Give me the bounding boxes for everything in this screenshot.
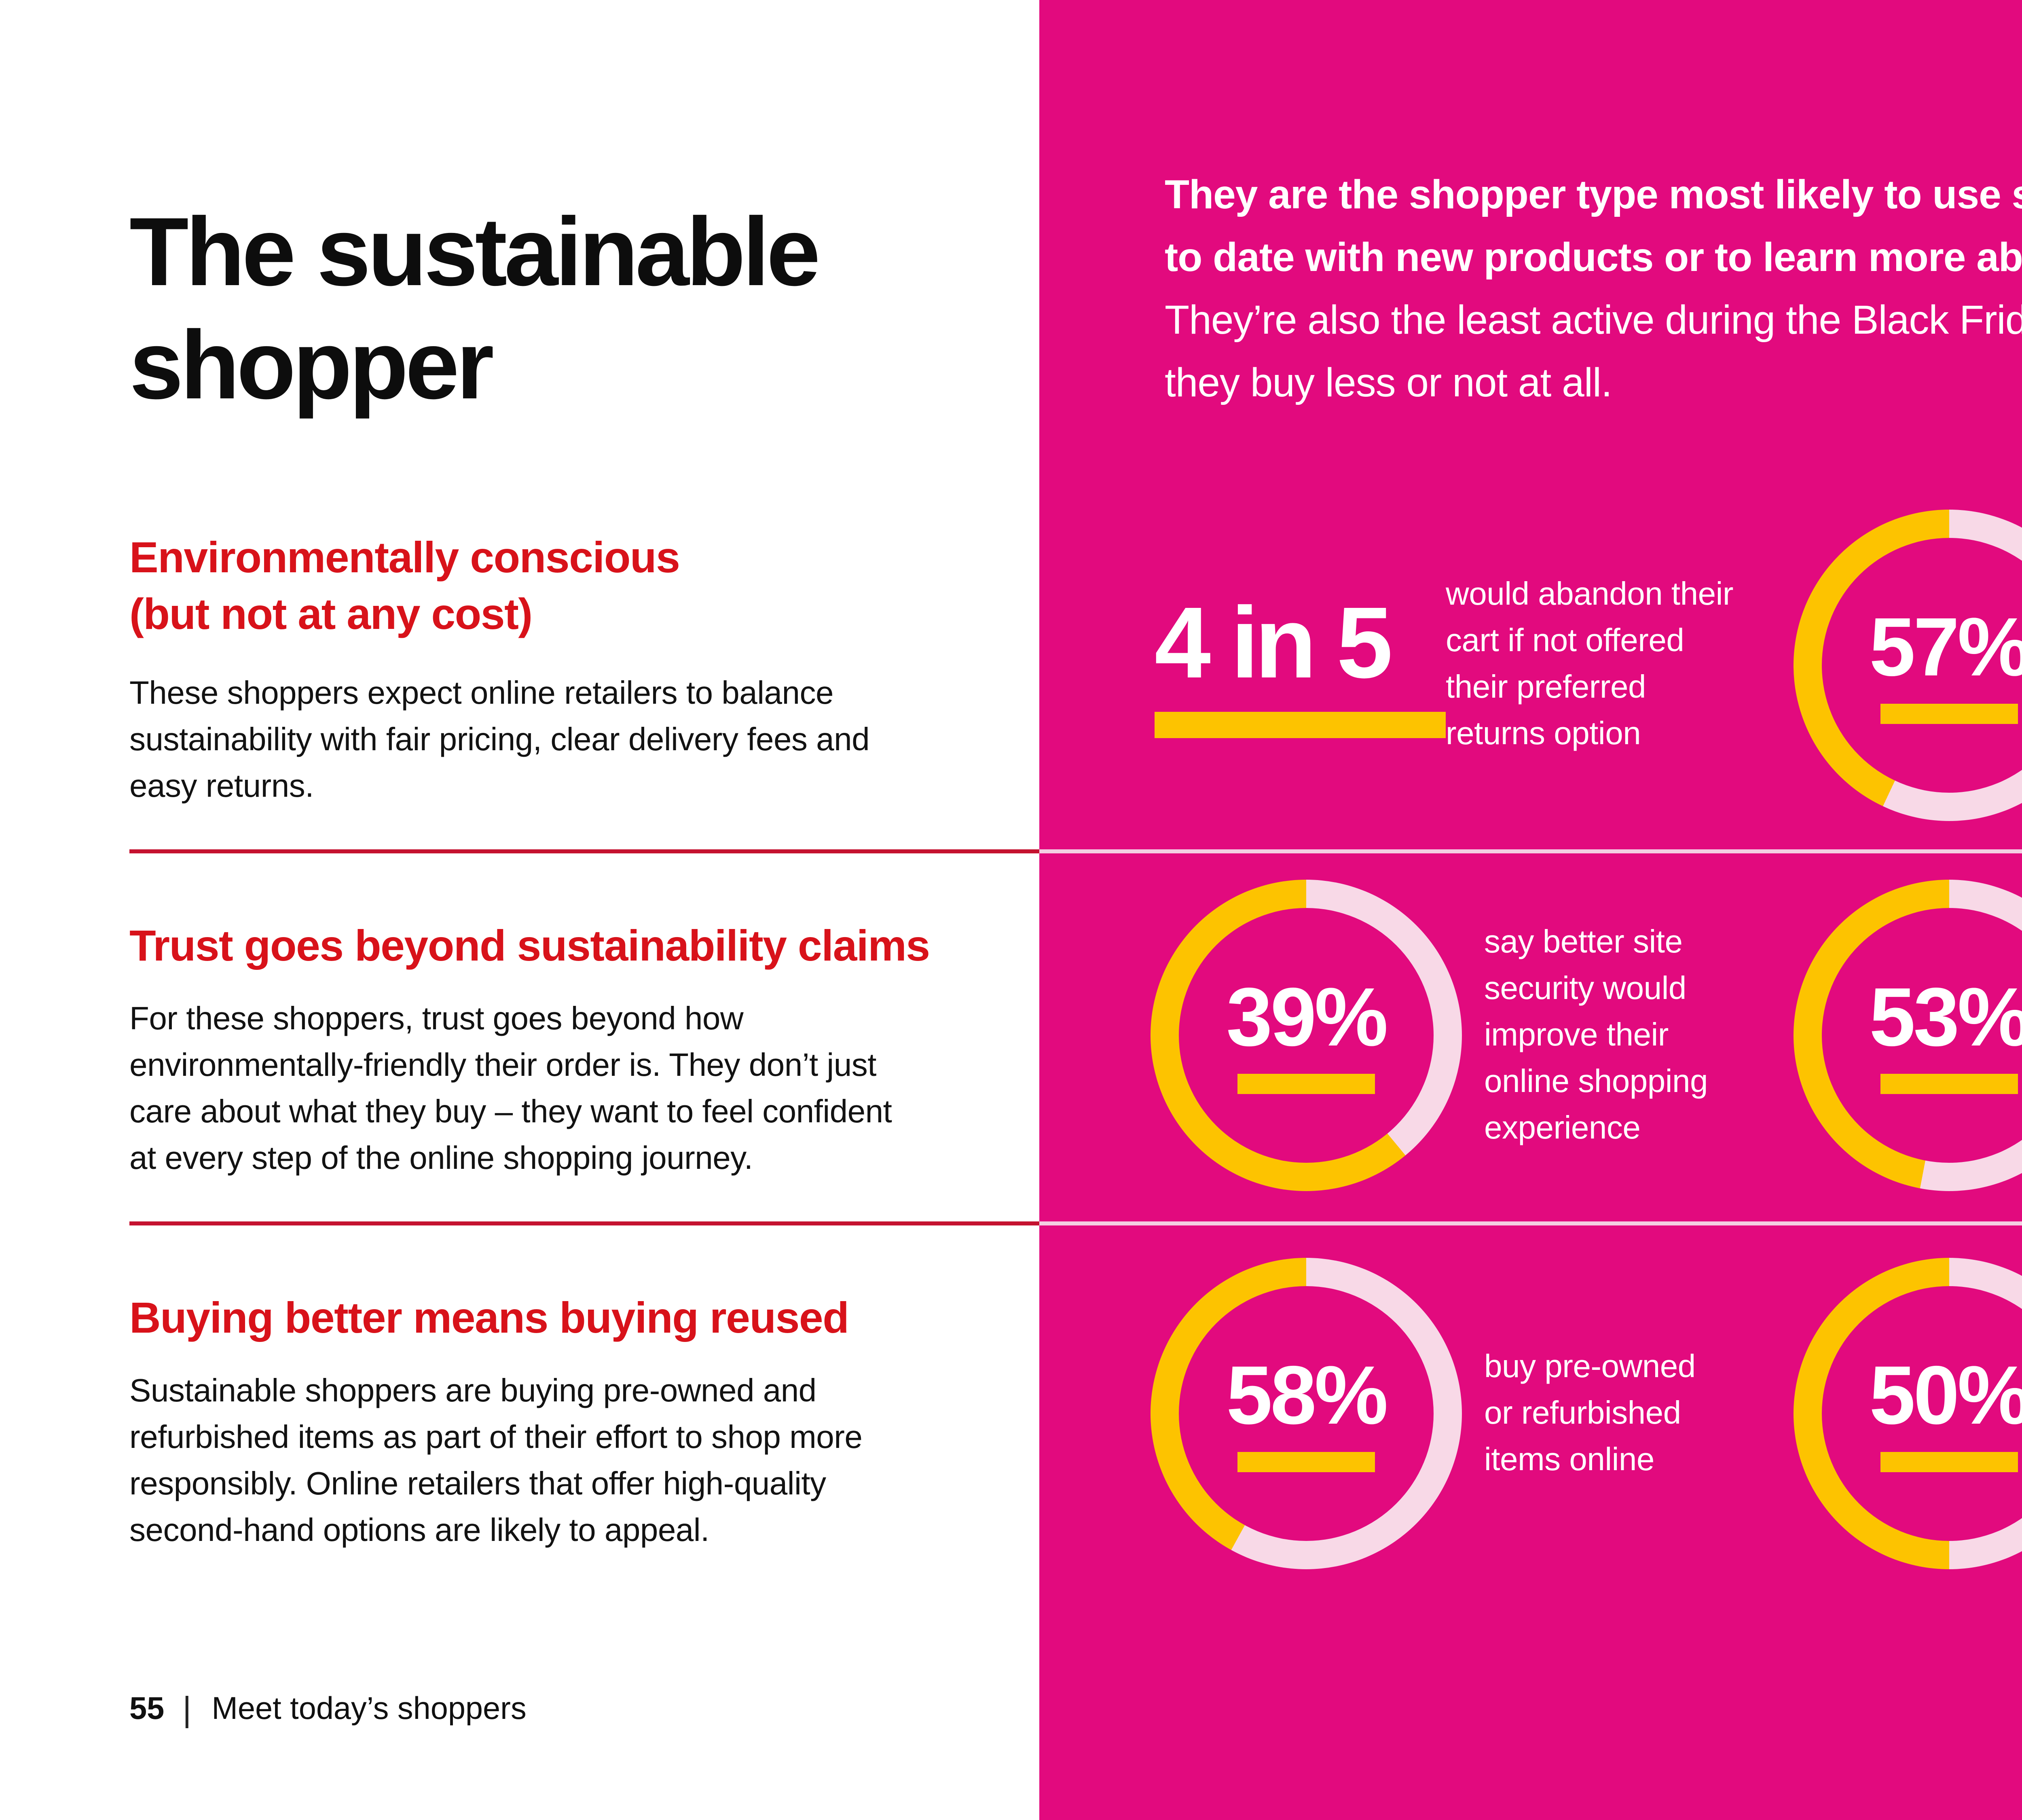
yellow-underline-bar xyxy=(1155,712,1446,738)
donut-hole: 53% xyxy=(1822,908,2022,1163)
donut-hole: 39% xyxy=(1179,908,1434,1163)
yellow-underline-bar xyxy=(1237,1074,1375,1094)
donut-chart: 50% xyxy=(1794,1258,2022,1569)
row-divider-right xyxy=(1039,849,2022,853)
intro-paragraph: They are the shopper type most likely to… xyxy=(1165,166,2022,417)
section-body: Sustainable shoppers are buying pre-owne… xyxy=(129,1375,863,1549)
stat-value: 53% xyxy=(1869,971,2022,1064)
stat-value: 39% xyxy=(1226,971,1388,1064)
section-heading: Environmentally conscious (but not at an… xyxy=(129,534,680,639)
section-trust: Trust goes beyond sustainability claims … xyxy=(129,918,938,1183)
stat-label: say better site security would improve t… xyxy=(1484,925,1708,1146)
yellow-underline-bar xyxy=(1880,1074,2018,1094)
stat-label: buy pre-owned or refurbished items onlin… xyxy=(1484,1350,1696,1477)
donut-hole: 57% xyxy=(1822,538,2022,793)
row-divider-right xyxy=(1039,1221,2022,1225)
stat-donut: 53%say secure payment options would enco… xyxy=(1794,880,2022,1191)
stat-value: 57% xyxy=(1869,601,2022,694)
section-heading: Trust goes beyond sustainability claims xyxy=(129,922,930,971)
stat-value: 58% xyxy=(1226,1349,1388,1442)
donut-chart: 57% xyxy=(1794,510,2022,821)
footer-label: Meet today’s shoppers xyxy=(212,1693,527,1727)
section-heading: Buying better means buying reused xyxy=(129,1294,849,1343)
donut-chart: 53% xyxy=(1794,880,2022,1191)
row-divider-left xyxy=(129,849,1039,853)
stat-label: would abandon their cart if not offered … xyxy=(1446,578,1734,752)
stat-donut: 50%buy pre-owned or refurbished to reduc… xyxy=(1794,1258,2022,1569)
page-footer: 55 | Meet today’s shoppers xyxy=(129,1691,527,1731)
stat-big-number: 4 in 5 would abandon their cart if not of… xyxy=(1155,510,1814,821)
stat-donut: 58% buy pre-owned or refurbished items on… xyxy=(1151,1258,1852,1569)
row-divider-left xyxy=(129,1221,1039,1225)
stat-value: 50% xyxy=(1869,1349,2022,1442)
stat-value: 4 in 5 xyxy=(1155,586,1393,700)
section-body: These shoppers expect online retailers t… xyxy=(129,677,870,805)
donut-chart: 58% xyxy=(1151,1258,1462,1569)
intro-regular-text: They’re also the least active during the… xyxy=(1165,299,2022,406)
footer-separator: | xyxy=(182,1691,192,1729)
page-number: 55 xyxy=(129,1693,165,1727)
yellow-underline-bar xyxy=(1237,1452,1375,1472)
donut-hole: 58% xyxy=(1179,1286,1434,1541)
donut-chart: 39% xyxy=(1151,880,1462,1191)
big-number-block: 4 in 5 xyxy=(1155,593,1446,738)
yellow-underline-bar xyxy=(1880,1452,2018,1472)
stat-donut: 57%say high delivery costs frustrate the… xyxy=(1794,510,2022,821)
left-panel: The sustainable shopper Environmentally … xyxy=(129,200,938,1731)
page-title: The sustainable shopper xyxy=(129,200,821,421)
stat-donut: 39% say better site security would improv… xyxy=(1151,880,1852,1191)
section-buying-reused: Buying better means buying reused Sustai… xyxy=(129,1290,938,1555)
section-environmentally-conscious: Environmentally conscious (but not at an… xyxy=(129,530,938,811)
intro-bold-text: They are the shopper type most likely to… xyxy=(1165,174,2022,281)
yellow-underline-bar xyxy=(1880,704,2018,724)
section-body: For these shoppers, trust goes beyond ho… xyxy=(129,1003,892,1177)
donut-hole: 50% xyxy=(1822,1286,2022,1541)
